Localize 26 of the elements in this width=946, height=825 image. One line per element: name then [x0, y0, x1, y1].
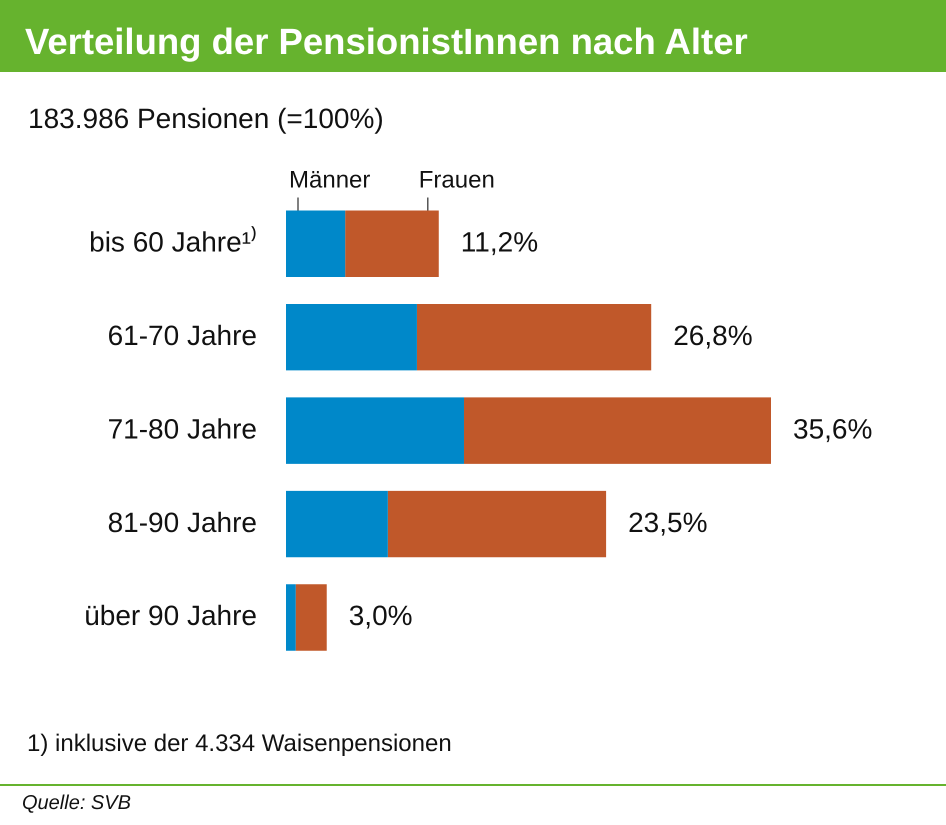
annotation: 3,0%	[348, 600, 413, 632]
annotation: 23,5%	[628, 506, 708, 538]
bar	[286, 304, 417, 370]
annotation: 11,2%	[460, 226, 538, 258]
bar	[286, 490, 388, 558]
text: 1) inklusive der 4.334 Waisenpensionen	[27, 729, 452, 759]
source-note: Quelle: SVB	[22, 791, 131, 815]
y-tick-label: 61-70 Jahre	[108, 320, 257, 351]
bar	[345, 210, 439, 277]
bar	[286, 397, 464, 464]
annotation: 26,8%	[673, 320, 753, 351]
bar	[286, 210, 346, 277]
series-label: Frauen	[418, 166, 495, 194]
chart-title: Verteilung der PensionistInnen nach Alter	[25, 20, 748, 64]
y-tick-label: 71-80 Jahre	[108, 413, 257, 444]
bar	[416, 304, 652, 370]
bar	[464, 397, 771, 464]
y-tick-label: bis 60 Jahre¹⁾	[89, 225, 257, 258]
chart-subtitle: 183.986 Pensionen (=100%)	[28, 102, 384, 136]
bar	[286, 584, 296, 651]
y-tick-label: über 90 Jahre	[84, 600, 257, 632]
annotation: 35,6%	[793, 413, 872, 444]
y-tick-label: 81-90 Jahre	[108, 506, 257, 538]
bar	[388, 490, 606, 558]
series-label: Männer	[289, 166, 370, 194]
bar	[296, 584, 327, 651]
